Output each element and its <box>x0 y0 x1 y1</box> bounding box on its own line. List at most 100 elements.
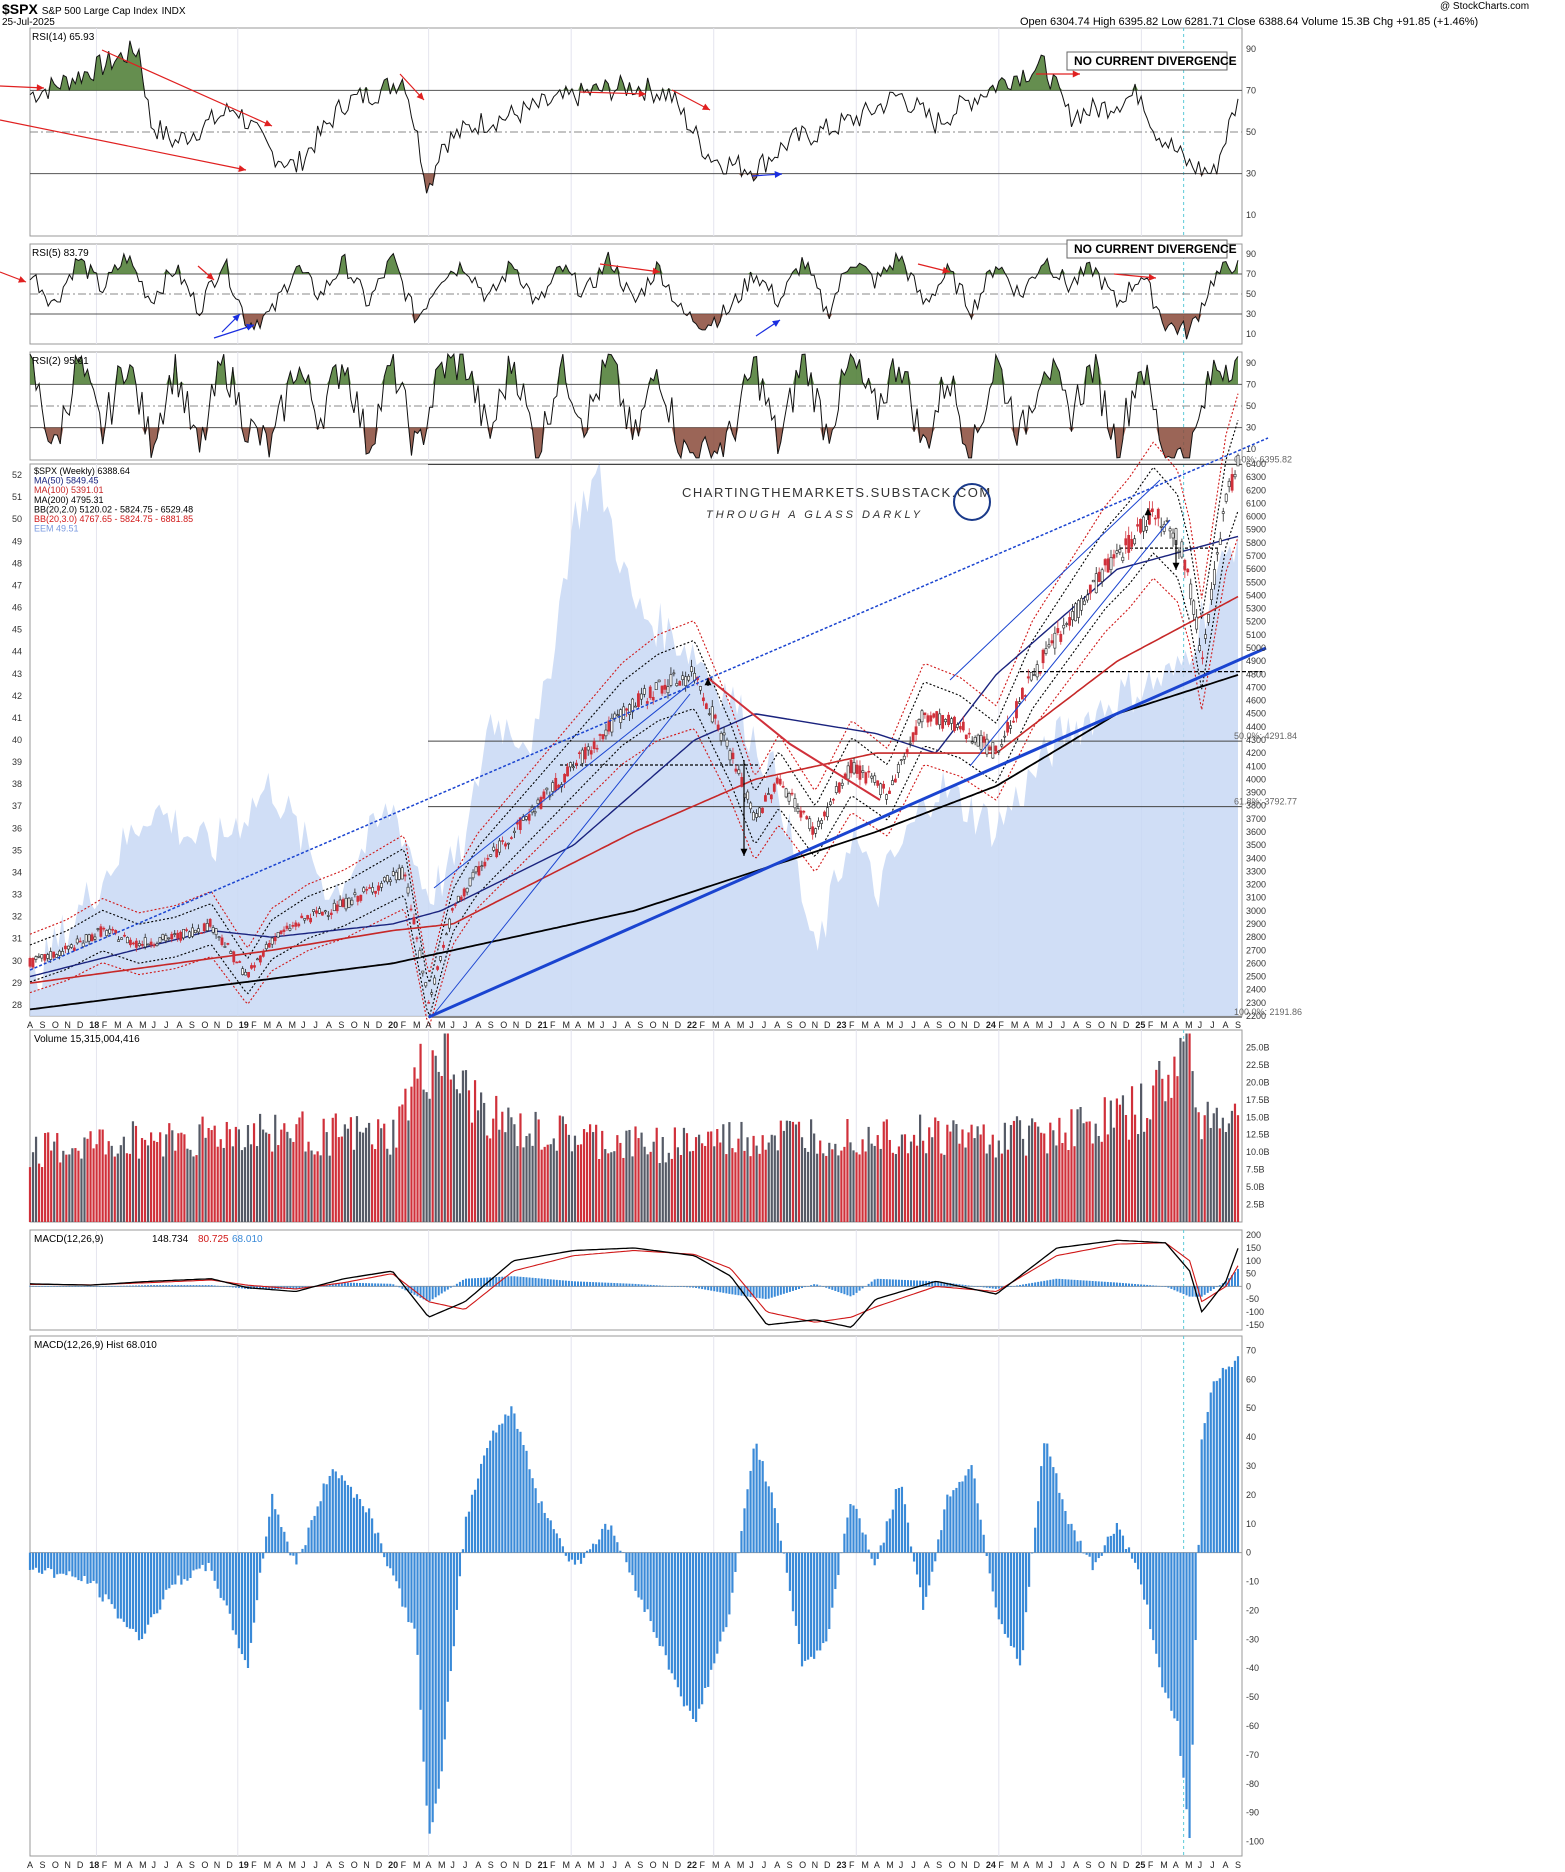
macd-hist-bar <box>791 1286 794 1291</box>
macd_hist-tick-label: 50 <box>1246 1403 1256 1413</box>
macd-hist-bar <box>340 1282 343 1287</box>
x-axis-label-bottom: O <box>949 1860 956 1870</box>
macd-hist-bar <box>788 1286 791 1292</box>
hist-bar <box>28 1552 32 1570</box>
macd-hist-bar <box>195 1285 198 1287</box>
candle-body <box>808 818 812 830</box>
volume-bar <box>825 1155 828 1222</box>
volume-bar <box>89 1131 92 1222</box>
rsi2-legend: RSI(2) 95.91 <box>32 356 89 367</box>
macd-hist-bar <box>785 1286 788 1293</box>
candle-body <box>681 675 685 680</box>
candle-body <box>648 686 652 699</box>
candle-body <box>941 715 945 729</box>
price-tick-label: 6200 <box>1246 485 1266 495</box>
hist-bar <box>701 1552 704 1705</box>
candle-body <box>660 685 664 694</box>
candle-body <box>1115 550 1119 554</box>
candle-body <box>1224 493 1228 502</box>
volume-bar <box>59 1162 62 1222</box>
macd-hist-bar <box>764 1286 767 1300</box>
price-tick-label: 3200 <box>1246 880 1266 890</box>
x-axis-label-bottom: J <box>612 1860 617 1870</box>
volume-bar <box>65 1154 68 1222</box>
x-axis-label-bottom: N <box>1110 1860 1117 1870</box>
volume-bar <box>752 1135 755 1222</box>
hist-bar <box>507 1415 510 1553</box>
high-value: 6395.82 <box>1118 16 1159 28</box>
macd-hist-bar <box>646 1284 649 1287</box>
macd-hist-bar <box>398 1286 401 1288</box>
macd-hist-bar <box>489 1277 492 1287</box>
macd-hist-bar <box>583 1281 586 1287</box>
hist-bar <box>619 1550 622 1553</box>
hist-bar <box>431 1552 434 1823</box>
macd-hist-bar <box>670 1286 673 1287</box>
macd-hist-bar <box>295 1286 298 1289</box>
rsi14-divergence-arrow-head <box>416 92 424 100</box>
volume-bar <box>849 1142 852 1222</box>
hist-bar <box>658 1552 661 1646</box>
volume-bar <box>558 1115 561 1222</box>
macd_hist-tick-label: 20 <box>1246 1490 1256 1500</box>
x-axis-label-bottom: M <box>114 1860 122 1870</box>
macd_hist-frame <box>29 1335 1243 1857</box>
rsi14-legend: RSI(14) 65.93 <box>32 32 95 43</box>
macd-hist-bar <box>89 1286 92 1287</box>
macd-tick-label: -50 <box>1246 1294 1259 1304</box>
volume-bar <box>888 1139 891 1222</box>
x-axis-label-bottom: 18 <box>89 1860 99 1870</box>
candle-body <box>170 933 174 940</box>
hist-bar <box>274 1509 277 1553</box>
candle-body <box>533 811 537 814</box>
volume-bar <box>855 1152 858 1222</box>
candle-body <box>507 842 510 845</box>
hist-bar <box>979 1519 982 1553</box>
hist-bar <box>374 1533 377 1553</box>
x-axis-label: D <box>376 1020 383 1030</box>
volume-bar <box>443 1033 446 1222</box>
volume-bar <box>262 1129 265 1222</box>
hist-bar <box>573 1552 577 1565</box>
volume-bar <box>34 1136 38 1222</box>
hist-bar <box>525 1450 528 1553</box>
hist-bar <box>1109 1535 1112 1553</box>
candle-body <box>1071 611 1075 621</box>
macd-hist-bar <box>467 1278 470 1287</box>
hist-bar <box>955 1487 958 1553</box>
candle-body <box>725 739 729 747</box>
x-axis-label: D <box>226 1020 233 1030</box>
candle-body <box>492 846 496 851</box>
volume-bar <box>1143 1131 1146 1222</box>
hist-bar <box>1082 1552 1085 1554</box>
eem-tick-label: 51 <box>12 492 22 502</box>
macd-hist-bar <box>98 1286 101 1287</box>
rsi14-tick-label: 90 <box>1246 44 1256 54</box>
hist-bar <box>852 1505 855 1553</box>
hist-bar <box>1043 1443 1046 1553</box>
channel-line <box>969 519 1171 767</box>
hist-bar <box>377 1532 380 1553</box>
x-axis-label: M <box>114 1020 122 1030</box>
macd-hist-bar <box>1046 1280 1049 1287</box>
candle-body <box>642 688 646 695</box>
hist-bar <box>601 1528 604 1553</box>
macd-hist-bar <box>1082 1280 1085 1287</box>
candle-body <box>586 746 590 751</box>
macd-legend-hist: 68.010 <box>232 1234 263 1245</box>
hist-bar <box>334 1471 337 1553</box>
volume-bar <box>301 1111 304 1222</box>
hist-bar <box>56 1552 59 1575</box>
candle-body <box>365 889 369 891</box>
volume-bar <box>225 1121 228 1222</box>
volume-bar <box>940 1153 943 1222</box>
volume-bar <box>146 1145 150 1222</box>
x-axis-label-bottom: O <box>500 1860 507 1870</box>
candle-body <box>448 918 451 929</box>
x-axis-label-bottom: A <box>774 1860 780 1870</box>
hist-bar <box>1158 1552 1161 1668</box>
x-axis-label-bottom: J <box>899 1860 904 1870</box>
x-axis-label: A <box>276 1020 282 1030</box>
hist-bar <box>489 1440 492 1553</box>
candle-body <box>728 750 732 761</box>
